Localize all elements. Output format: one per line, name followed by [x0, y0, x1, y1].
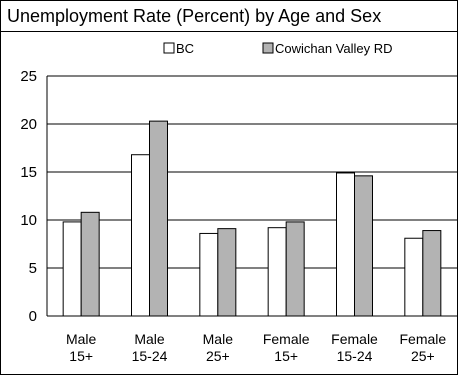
x-category-label: Male — [134, 331, 165, 347]
y-tick-label: 15 — [20, 164, 37, 181]
legend-swatch — [163, 42, 175, 54]
bar-bc — [267, 227, 287, 317]
bars — [62, 120, 442, 317]
bar-cowichan-valley-rd — [422, 230, 442, 317]
x-category-label: Female — [331, 331, 378, 347]
x-category-label: 15+ — [69, 348, 93, 364]
bar-bc — [62, 221, 82, 317]
x-category-label: 25+ — [411, 348, 435, 364]
bar-cowichan-valley-rd — [285, 221, 305, 317]
y-tick-label: 0 — [29, 308, 37, 325]
legend: BC Cowichan Valley RD — [163, 41, 393, 56]
bar-cowichan-valley-rd — [217, 228, 237, 317]
bar-cowichan-valley-rd — [149, 120, 168, 317]
x-category-label: Male — [66, 331, 97, 347]
legend-swatch — [262, 42, 274, 54]
x-category-label: 15+ — [274, 348, 298, 364]
x-category-label: Female — [399, 331, 446, 347]
legend-label: BC — [176, 41, 194, 56]
chart-title: Unemployment Rate (Percent) by Age and S… — [1, 1, 457, 32]
y-tick-label: 5 — [29, 260, 37, 277]
y-tick-label: 10 — [20, 212, 37, 229]
bar-cowichan-valley-rd — [80, 211, 100, 317]
x-category-label: Male — [203, 331, 234, 347]
bar-bc — [199, 232, 219, 317]
bar-cowichan-valley-rd — [354, 175, 373, 317]
x-category-labels: Male15+Male15-24Male25+Female15+Female15… — [66, 331, 446, 364]
x-category-label: 15-24 — [132, 348, 168, 364]
bar-bc — [404, 237, 424, 317]
y-tick-labels: 0 5 10 15 20 25 — [20, 68, 37, 325]
legend-label: Cowichan Valley RD — [275, 41, 393, 56]
gridlines — [47, 75, 457, 269]
y-tick-label: 20 — [20, 116, 37, 133]
bar-bc — [131, 154, 150, 317]
y-tick-label: 25 — [20, 68, 37, 85]
axes — [46, 76, 457, 317]
x-category-label: 25+ — [206, 348, 230, 364]
x-category-label: Female — [263, 331, 310, 347]
bar-bc — [336, 172, 355, 317]
x-category-label: 15-24 — [337, 348, 373, 364]
